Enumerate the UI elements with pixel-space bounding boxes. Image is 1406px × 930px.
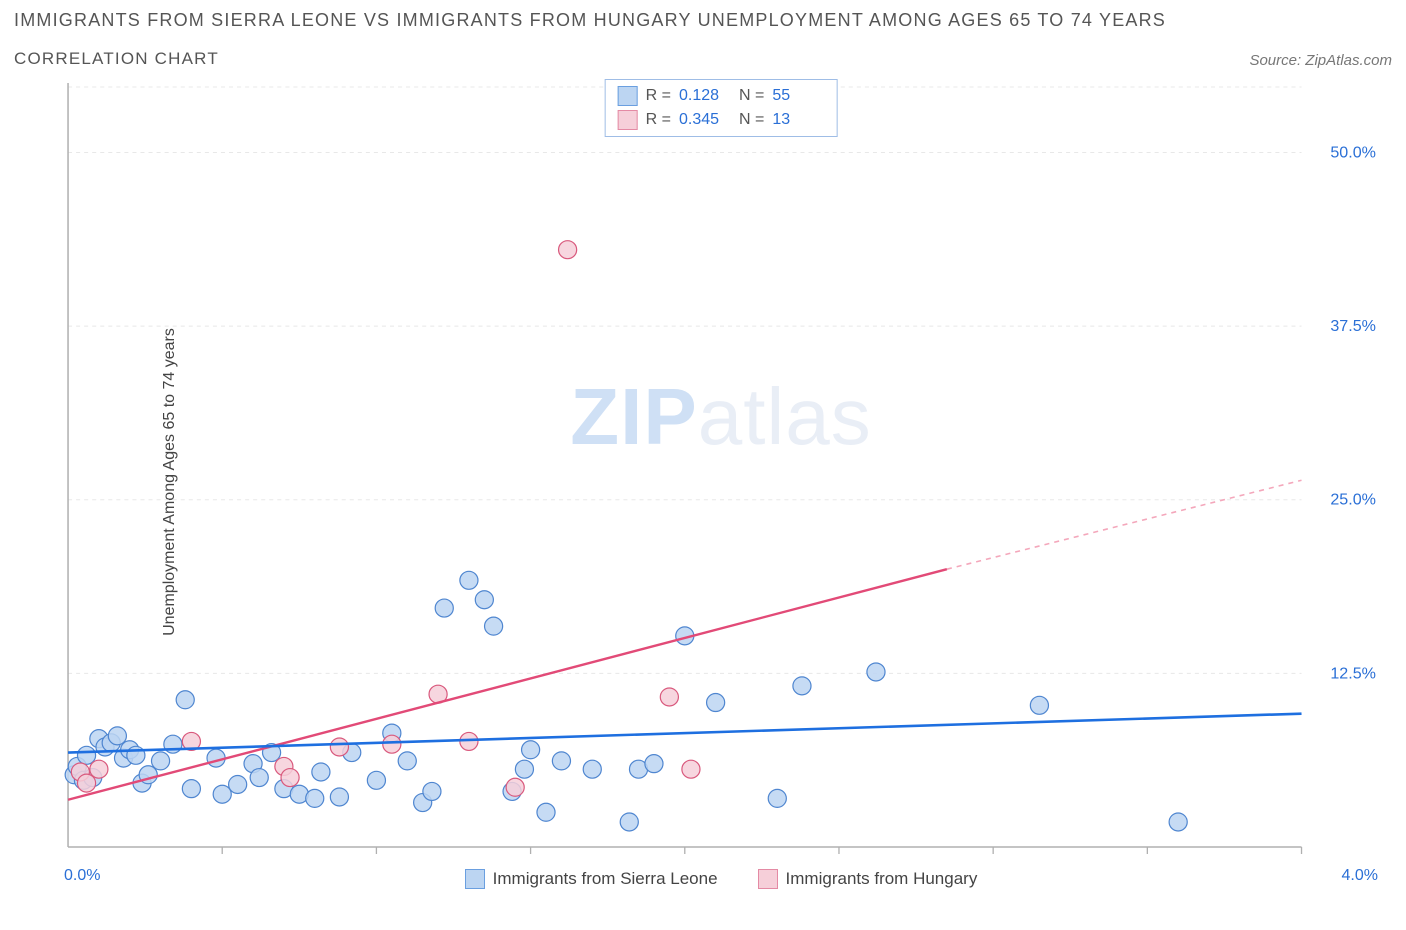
- legend-label: Immigrants from Sierra Leone: [493, 869, 718, 889]
- svg-text:37.5%: 37.5%: [1330, 317, 1376, 335]
- stat-row-hungary: R = 0.345 N = 13: [618, 108, 825, 132]
- swatch-hungary: [618, 110, 638, 130]
- stat-row-sierra-leone: R = 0.128 N = 55: [618, 84, 825, 108]
- legend-item-hungary: Immigrants from Hungary: [758, 869, 978, 889]
- swatch-sierra-leone: [618, 86, 638, 106]
- stat-box: R = 0.128 N = 55 R = 0.345 N = 13: [605, 79, 838, 137]
- page-subtitle: CORRELATION CHART: [14, 49, 219, 69]
- legend-swatch-sierra-leone: [465, 869, 485, 889]
- x-tick-label: 0.0%: [64, 867, 100, 885]
- scatter-plot: 12.5% 25.0% 37.5% 50.0%: [62, 77, 1380, 887]
- source-label: Source: ZipAtlas.com: [1249, 52, 1392, 69]
- page-title: IMMIGRANTS FROM SIERRA LEONE VS IMMIGRAN…: [14, 10, 1392, 31]
- chart-area: Unemployment Among Ages 65 to 74 years Z…: [62, 77, 1380, 887]
- legend-item-sierra-leone: Immigrants from Sierra Leone: [465, 869, 718, 889]
- x-legend: Immigrants from Sierra Leone Immigrants …: [62, 869, 1380, 889]
- legend-swatch-hungary: [758, 869, 778, 889]
- svg-text:25.0%: 25.0%: [1330, 491, 1376, 509]
- svg-text:50.0%: 50.0%: [1330, 143, 1376, 161]
- svg-text:12.5%: 12.5%: [1330, 664, 1376, 682]
- legend-label: Immigrants from Hungary: [786, 869, 978, 889]
- x-tick-label: 4.0%: [1342, 867, 1378, 885]
